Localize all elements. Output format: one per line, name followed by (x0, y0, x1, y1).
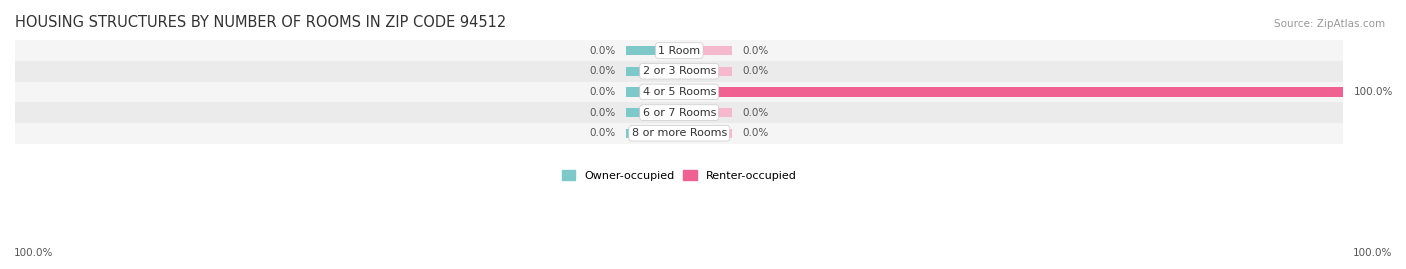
Text: 0.0%: 0.0% (591, 87, 616, 97)
Bar (15, 102, 1344, 123)
Text: 1 Room: 1 Room (658, 45, 700, 55)
Bar (626, 46, 679, 55)
Text: 8 or more Rooms: 8 or more Rooms (631, 128, 727, 138)
Text: 0.0%: 0.0% (742, 108, 769, 118)
Text: 0.0%: 0.0% (742, 45, 769, 55)
Text: 0.0%: 0.0% (742, 66, 769, 76)
Text: HOUSING STRUCTURES BY NUMBER OF ROOMS IN ZIP CODE 94512: HOUSING STRUCTURES BY NUMBER OF ROOMS IN… (15, 15, 506, 30)
Text: 100.0%: 100.0% (14, 248, 53, 258)
Text: 100.0%: 100.0% (1354, 87, 1393, 97)
Text: 0.0%: 0.0% (591, 45, 616, 55)
Bar (626, 129, 679, 138)
Text: 0.0%: 0.0% (591, 66, 616, 76)
Bar (15, 123, 1344, 144)
Text: 4 or 5 Rooms: 4 or 5 Rooms (643, 87, 716, 97)
Text: 6 or 7 Rooms: 6 or 7 Rooms (643, 108, 716, 118)
Bar (626, 108, 679, 117)
Legend: Owner-occupied, Renter-occupied: Owner-occupied, Renter-occupied (558, 166, 801, 185)
Bar (679, 129, 733, 138)
Bar (15, 61, 1344, 82)
Text: 100.0%: 100.0% (1353, 248, 1392, 258)
Text: Source: ZipAtlas.com: Source: ZipAtlas.com (1274, 19, 1385, 29)
Bar (679, 46, 733, 55)
Bar (626, 87, 679, 97)
Bar (679, 108, 733, 117)
Text: 0.0%: 0.0% (742, 128, 769, 138)
Bar (15, 82, 1344, 102)
Text: 0.0%: 0.0% (591, 108, 616, 118)
Bar (15, 40, 1344, 61)
Bar (626, 66, 679, 76)
Text: 2 or 3 Rooms: 2 or 3 Rooms (643, 66, 716, 76)
Text: 0.0%: 0.0% (591, 128, 616, 138)
Bar (679, 87, 1344, 97)
Bar (679, 66, 733, 76)
